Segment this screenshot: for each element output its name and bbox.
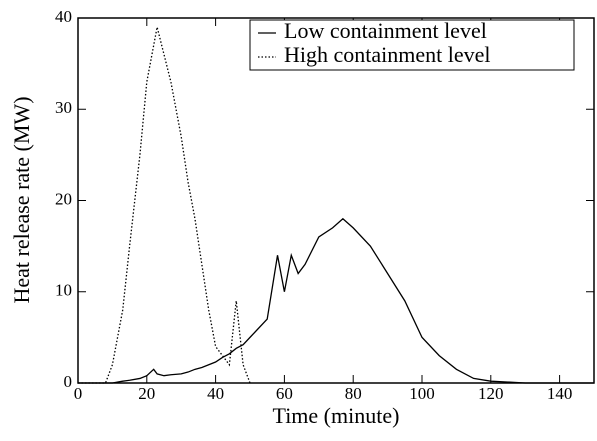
series-line (78, 217, 594, 384)
legend-box (249, 19, 575, 71)
x-tick-label: 120 (478, 384, 504, 403)
y-tick-label: 20 (55, 189, 72, 208)
x-tick-label: 80 (345, 384, 362, 403)
x-tick-label: 100 (409, 384, 435, 403)
y-tick-label: 30 (55, 98, 72, 117)
x-axis-label: Time (minute) (273, 403, 400, 428)
y-tick-label: 10 (55, 281, 72, 300)
x-tick-label: 40 (207, 384, 224, 403)
x-tick-label: 0 (74, 384, 83, 403)
y-tick-label: 0 (64, 372, 73, 391)
x-tick-label: 60 (276, 384, 293, 403)
plot-frame (77, 17, 595, 384)
y-tick-label: 40 (55, 7, 72, 26)
y-axis-label: Heat release rate (MW) (9, 96, 34, 303)
series-line (78, 26, 251, 384)
x-tick-label: 20 (138, 384, 155, 403)
legend-label: Low containment level (284, 18, 487, 43)
x-tick-label: 140 (547, 384, 573, 403)
legend-label: High containment level (284, 42, 491, 67)
